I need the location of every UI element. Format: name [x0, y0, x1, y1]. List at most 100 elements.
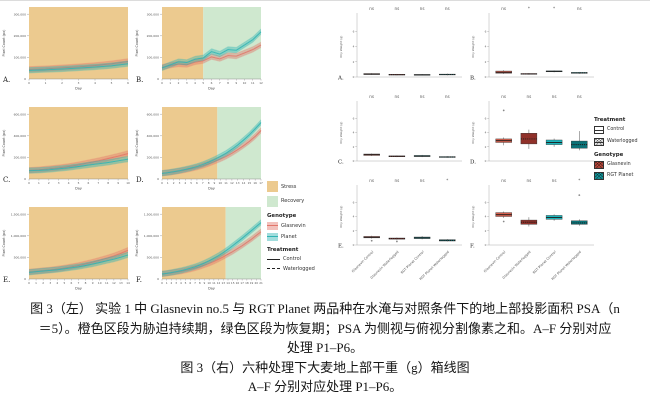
svg-text:14: 14 — [126, 281, 130, 285]
svg-text:Glasnevin Control: Glasnevin Control — [483, 250, 507, 274]
svg-text:0: 0 — [157, 277, 159, 281]
legend-item-glasnevin: Glasnevin — [267, 221, 331, 230]
svg-text:17: 17 — [240, 281, 244, 285]
svg-text:6: 6 — [353, 29, 355, 33]
svg-text:0: 0 — [157, 177, 159, 181]
svg-text:Day: Day — [208, 187, 215, 191]
svg-text:4: 4 — [68, 181, 70, 185]
svg-text:Pixel Count (px): Pixel Count (px) — [135, 229, 139, 257]
boxkey-waterlogged-icon — [594, 137, 604, 146]
box-glasnevin-label: Glasnevin — [607, 161, 631, 167]
box-legend-waterlogged: Waterlogged — [594, 137, 649, 146]
psa-legend: Stress Recovery Genotype Glasnevin Plane… — [267, 181, 331, 275]
svg-text:9: 9 — [235, 81, 237, 85]
svg-text:Pixel Count (px): Pixel Count (px) — [135, 29, 139, 57]
svg-text:11: 11 — [224, 181, 228, 185]
svg-text:7: 7 — [202, 181, 204, 185]
svg-text:Dry Weight (g): Dry Weight (g) — [471, 206, 475, 228]
box-panel-d: 0 2 4 6 ns ns ns ns Dry Weight (g) D. — [468, 91, 600, 175]
svg-text:ns: ns — [526, 178, 531, 183]
svg-text:12: 12 — [112, 281, 116, 285]
svg-text:1,000,000: 1,000,000 — [11, 234, 26, 238]
svg-text:10: 10 — [243, 81, 247, 85]
svg-text:6: 6 — [88, 181, 90, 185]
box-treatment-header: Treatment — [594, 117, 626, 123]
svg-text:2: 2 — [173, 181, 175, 185]
svg-text:1: 1 — [45, 81, 47, 85]
glasnevin-label: Glasnevin — [281, 222, 306, 229]
svg-text:4: 4 — [180, 281, 182, 285]
svg-text:1,000,000: 1,000,000 — [144, 234, 159, 238]
box-waterlogged-label: Waterlogged — [607, 138, 638, 144]
svg-text:D.: D. — [136, 176, 144, 184]
box-panel-b: 0 2 4 6 ns * * ns Dry Weight (g) B. — [468, 3, 600, 91]
psa-line-panel-f: 500,000 1,000,000 1,500,000 0 0 1 2 3 4 5 6 7 8 9 10 11… — [133, 201, 266, 301]
svg-text:*: * — [446, 178, 448, 183]
svg-text:1: 1 — [166, 281, 168, 285]
svg-text:B.: B. — [136, 76, 143, 84]
svg-text:0: 0 — [161, 281, 163, 285]
control-label: Control — [283, 256, 302, 262]
svg-text:0: 0 — [353, 159, 355, 163]
svg-text:4: 4 — [184, 181, 186, 185]
svg-text:0: 0 — [485, 75, 487, 79]
boxkey-glasnevin-icon — [594, 160, 604, 169]
svg-text:17: 17 — [259, 181, 263, 185]
svg-text:4: 4 — [56, 281, 58, 285]
svg-text:6: 6 — [485, 29, 487, 33]
svg-text:D.: D. — [470, 160, 476, 166]
svg-text:10: 10 — [98, 281, 102, 285]
svg-text:6: 6 — [196, 181, 198, 185]
svg-text:6: 6 — [353, 116, 355, 120]
svg-text:Pixel Count (px): Pixel Count (px) — [2, 229, 6, 257]
svg-text:F.: F. — [136, 276, 142, 284]
svg-text:5: 5 — [63, 281, 65, 285]
svg-text:8: 8 — [199, 281, 201, 285]
dashed-line-icon — [267, 268, 280, 269]
svg-text:Dry Weight (g): Dry Weight (g) — [339, 122, 343, 144]
svg-text:10: 10 — [126, 181, 130, 185]
svg-text:0: 0 — [24, 177, 26, 181]
svg-text:300,000: 300,000 — [147, 12, 159, 16]
caption-line-3: 处理 P1–P6。 — [286, 340, 364, 355]
svg-text:100,000: 100,000 — [14, 56, 26, 60]
svg-text:0: 0 — [485, 159, 487, 163]
genotype-header: Genotype — [267, 212, 297, 219]
svg-text:1: 1 — [38, 181, 40, 185]
svg-text:4: 4 — [353, 131, 355, 135]
svg-text:10: 10 — [207, 281, 211, 285]
svg-text:5: 5 — [185, 281, 187, 285]
box-rgt-planet-label: RGT Planet — [607, 173, 634, 178]
solid-line-icon — [267, 258, 280, 260]
box-control-label: Control — [607, 127, 625, 132]
svg-text:ns: ns — [552, 94, 557, 99]
planet-label: Planet — [281, 234, 297, 240]
svg-text:15: 15 — [231, 281, 235, 285]
svg-text:0: 0 — [353, 75, 355, 79]
svg-text:ns: ns — [394, 6, 399, 11]
svg-text:7: 7 — [219, 81, 221, 85]
svg-text:2: 2 — [61, 81, 63, 85]
svg-text:1: 1 — [167, 181, 169, 185]
legend-item-planet: Planet — [267, 233, 331, 241]
svg-text:Day: Day — [75, 187, 82, 191]
stress-label: Stress — [281, 183, 297, 190]
treatment-header: Treatment — [267, 247, 299, 253]
svg-text:*: * — [553, 6, 555, 11]
svg-text:6: 6 — [353, 200, 355, 204]
svg-text:C.: C. — [3, 176, 10, 184]
psa-line-panel-e: 500,000 1,000,000 1,500,000 0 0 1 2 3 4 5 6 7 8 9 10 11… — [0, 201, 133, 301]
svg-text:9: 9 — [92, 281, 94, 285]
svg-text:ns: ns — [420, 94, 425, 99]
svg-text:0: 0 — [157, 77, 159, 81]
recovery-swatch-icon — [267, 195, 278, 207]
svg-text:Day: Day — [75, 87, 82, 91]
svg-text:ns: ns — [369, 94, 374, 99]
svg-text:6: 6 — [127, 81, 129, 85]
svg-text:ns: ns — [526, 94, 531, 99]
svg-text:Glasnevin Waterlogged: Glasnevin Waterlogged — [502, 250, 532, 280]
svg-text:A.: A. — [337, 76, 344, 82]
svg-text:6: 6 — [71, 281, 73, 285]
svg-text:8: 8 — [208, 181, 210, 185]
svg-text:100,000: 100,000 — [147, 56, 159, 60]
